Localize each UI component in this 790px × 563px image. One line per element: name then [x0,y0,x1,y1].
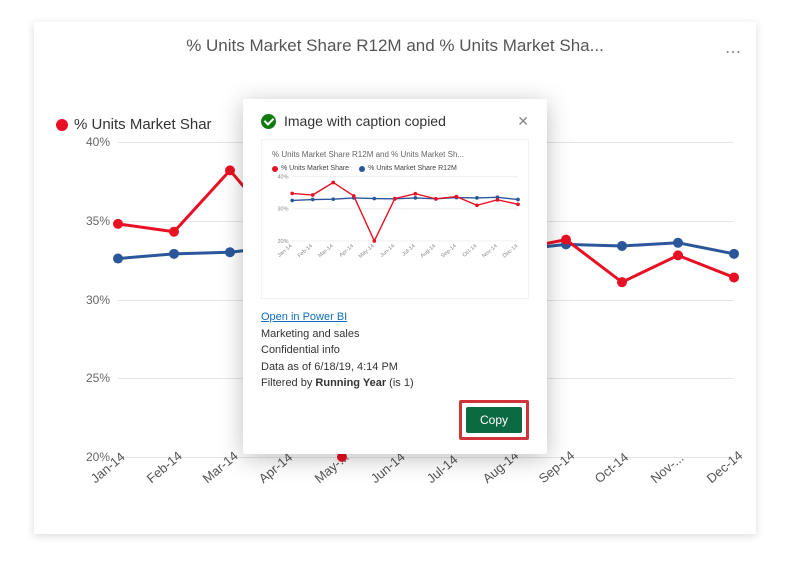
thumb-legend: % Units Market Share % Units Market Shar… [272,165,518,172]
copy-button-highlight: Copy [459,400,529,440]
svg-text:May-14: May-14 [358,243,376,259]
copy-confirmation-modal: Image with caption copied ✕ % Units Mark… [243,99,547,454]
thumb-dot-red [272,166,278,172]
legend: % Units Market Shar [56,116,212,133]
meta-filter: Filtered by Running Year (is 1) [261,377,414,389]
svg-text:Nov-14: Nov-14 [481,243,498,259]
svg-text:40%: 40% [278,175,289,181]
card-title: % Units Market Share R12M and % Units Ma… [186,36,604,56]
y-axis-label: 25% [86,371,110,385]
svg-text:Jan-14: Jan-14 [277,243,294,258]
x-axis-label: Nov-... [648,450,704,506]
y-axis-label: 40% [86,135,110,149]
copy-button[interactable]: Copy [466,407,522,433]
svg-text:20%: 20% [278,239,289,245]
legend-dot-red [56,119,68,131]
meta-classification: Confidential info [261,344,340,356]
svg-text:Mar-14: Mar-14 [317,243,334,259]
legend-text: % Units Market Shar [74,116,212,133]
thumb-line-chart: 40%30%20%Jan-14Feb-14Mar-14Apr-14May-14J… [272,174,518,262]
y-axis-label: 35% [86,214,110,228]
svg-text:Jul-14: Jul-14 [401,243,416,257]
svg-text:Dec-14: Dec-14 [502,243,519,259]
open-in-powerbi-link[interactable]: Open in Power BI [261,311,347,323]
success-check-icon [261,114,276,129]
meta-timestamp: Data as of 6/18/19, 4:14 PM [261,361,398,373]
svg-text:Sep-14: Sep-14 [440,243,457,259]
chart-thumbnail: % Units Market Share R12M and % Units Ma… [261,139,529,299]
modal-title: Image with caption copied [284,113,509,129]
svg-text:Oct-14: Oct-14 [462,243,479,258]
thumb-title: % Units Market Share R12M and % Units Ma… [272,150,518,159]
card-header: % Units Market Share R12M and % Units Ma… [34,22,756,64]
more-options-icon[interactable]: ⋯ [725,42,742,62]
svg-text:Feb-14: Feb-14 [297,243,314,259]
thumb-dot-blue [359,166,365,172]
gridline [118,457,734,458]
x-axis-label: Jul-14 [424,452,477,506]
svg-text:Apr-14: Apr-14 [339,243,356,258]
caption-meta: Open in Power BI Marketing and sales Con… [261,309,529,392]
close-icon[interactable]: ✕ [517,114,529,128]
svg-text:Jun-14: Jun-14 [379,243,396,258]
svg-text:Aug-14: Aug-14 [420,243,437,259]
svg-text:30%: 30% [278,207,289,213]
y-axis-label: 30% [86,293,110,307]
meta-report: Marketing and sales [261,328,359,340]
